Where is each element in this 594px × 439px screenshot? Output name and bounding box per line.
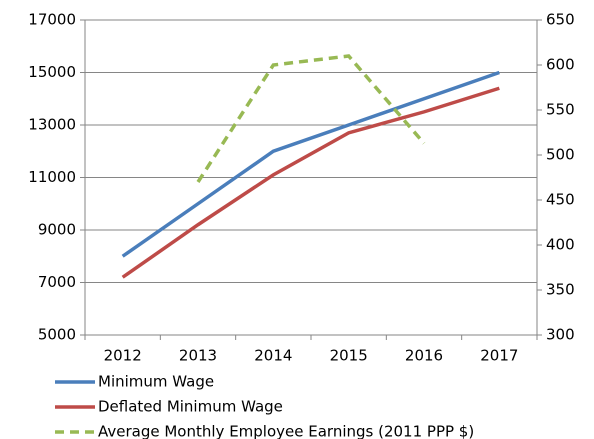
x-tick-label: 2017 (480, 347, 518, 365)
x-tick-label: 2013 (179, 347, 217, 365)
x-tick-label: 2014 (254, 347, 292, 365)
legend-label: Deflated Minimum Wage (98, 398, 283, 416)
y-tick-label: 7000 (38, 273, 76, 291)
y2-tick-label: 300 (546, 326, 575, 344)
legend-label: Average Monthly Employee Earnings (2011 … (98, 423, 474, 439)
series-line (121, 86, 500, 279)
x-tick-label: 2012 (104, 347, 142, 365)
y2-tick-label: 450 (546, 191, 575, 209)
series-line (121, 70, 500, 258)
x-tick-label: 2016 (405, 347, 443, 365)
x-tick-label: 2015 (330, 347, 368, 365)
y2-tick-label: 600 (546, 56, 575, 74)
y-tick-label: 5000 (38, 326, 76, 344)
y-tick-label: 13000 (28, 116, 76, 134)
y-tick-label: 11000 (28, 168, 76, 186)
series-line (196, 54, 426, 183)
y-tick-label: 9000 (38, 221, 76, 239)
y2-tick-label: 350 (546, 281, 575, 299)
y-tick-label: 17000 (28, 11, 76, 29)
legend-label: Minimum Wage (98, 373, 214, 391)
y2-tick-label: 400 (546, 236, 575, 254)
y2-tick-label: 500 (546, 146, 575, 164)
y2-tick-label: 550 (546, 101, 575, 119)
y-tick-label: 15000 (28, 63, 76, 81)
y2-tick-label: 650 (546, 11, 575, 29)
